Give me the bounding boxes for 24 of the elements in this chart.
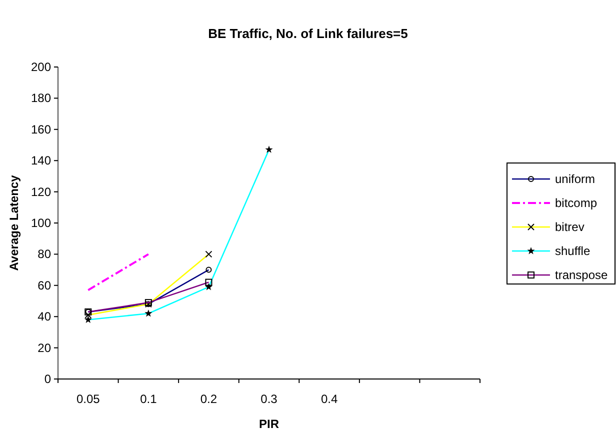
x-tick-label: 0.3: [260, 392, 278, 406]
legend-label: bitrev: [555, 220, 584, 234]
x-tick-label: 0.2: [200, 392, 218, 406]
y-tick-label: 140: [30, 154, 52, 168]
y-axis-title: Average Latency: [7, 174, 21, 271]
y-tick-label: 80: [38, 247, 52, 262]
legend-label: transpose: [555, 268, 608, 282]
x-tick-label: 0.4: [320, 392, 338, 406]
y-tick-label: 120: [30, 184, 52, 199]
x-tick-label: 0.05: [76, 392, 100, 406]
x-tick-label: 0.1: [140, 392, 158, 406]
y-tick-label: 40: [38, 310, 52, 324]
legend-label: bitcomp: [555, 196, 598, 210]
y-tick-label: 0: [44, 372, 52, 386]
y-tick-label: 160: [30, 122, 52, 136]
y-tick-label: 100: [30, 216, 52, 230]
legend-label: uniform: [555, 172, 596, 186]
y-tick-label: 60: [38, 278, 52, 292]
chart-title: BE Traffic, No. of Link failures=5: [208, 26, 408, 41]
x-axis-title: PIR: [258, 417, 280, 431]
legend-label: shuffle: [555, 244, 590, 258]
y-tick-label: 20: [38, 340, 52, 355]
y-tick-label: 180: [30, 91, 52, 106]
y-tick-label: 200: [30, 60, 52, 74]
